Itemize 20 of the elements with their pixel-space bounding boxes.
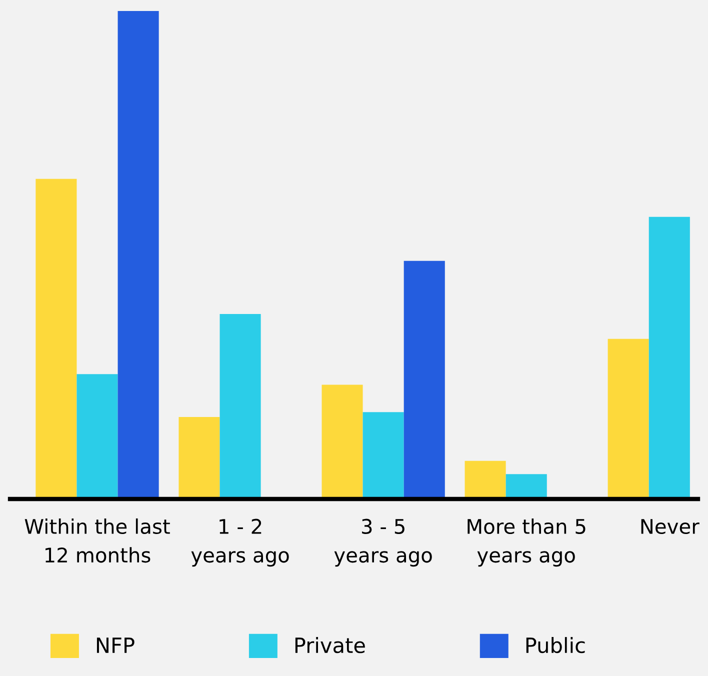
bar [648,216,690,499]
legend-label: NFP [96,638,134,653]
legend-label: Public [526,637,585,654]
bar [362,412,404,499]
bar [404,260,445,499]
bar [76,374,118,499]
bar [506,474,547,499]
legend-label: Private [295,637,365,654]
x-tick-label: 3 - 5 years ago [334,518,432,567]
x-tick-label: More than 5 years ago [468,518,586,567]
bar [178,417,220,499]
x-tick-label: Within the last 12 months [24,518,170,563]
bar [36,178,77,499]
x-tick-label: 1 - 2 years ago [191,518,289,567]
bar [118,11,159,499]
bar [464,460,506,499]
bar [220,314,261,499]
bar [322,384,363,499]
bar [608,338,649,499]
x-tick-label: Never [641,519,700,534]
